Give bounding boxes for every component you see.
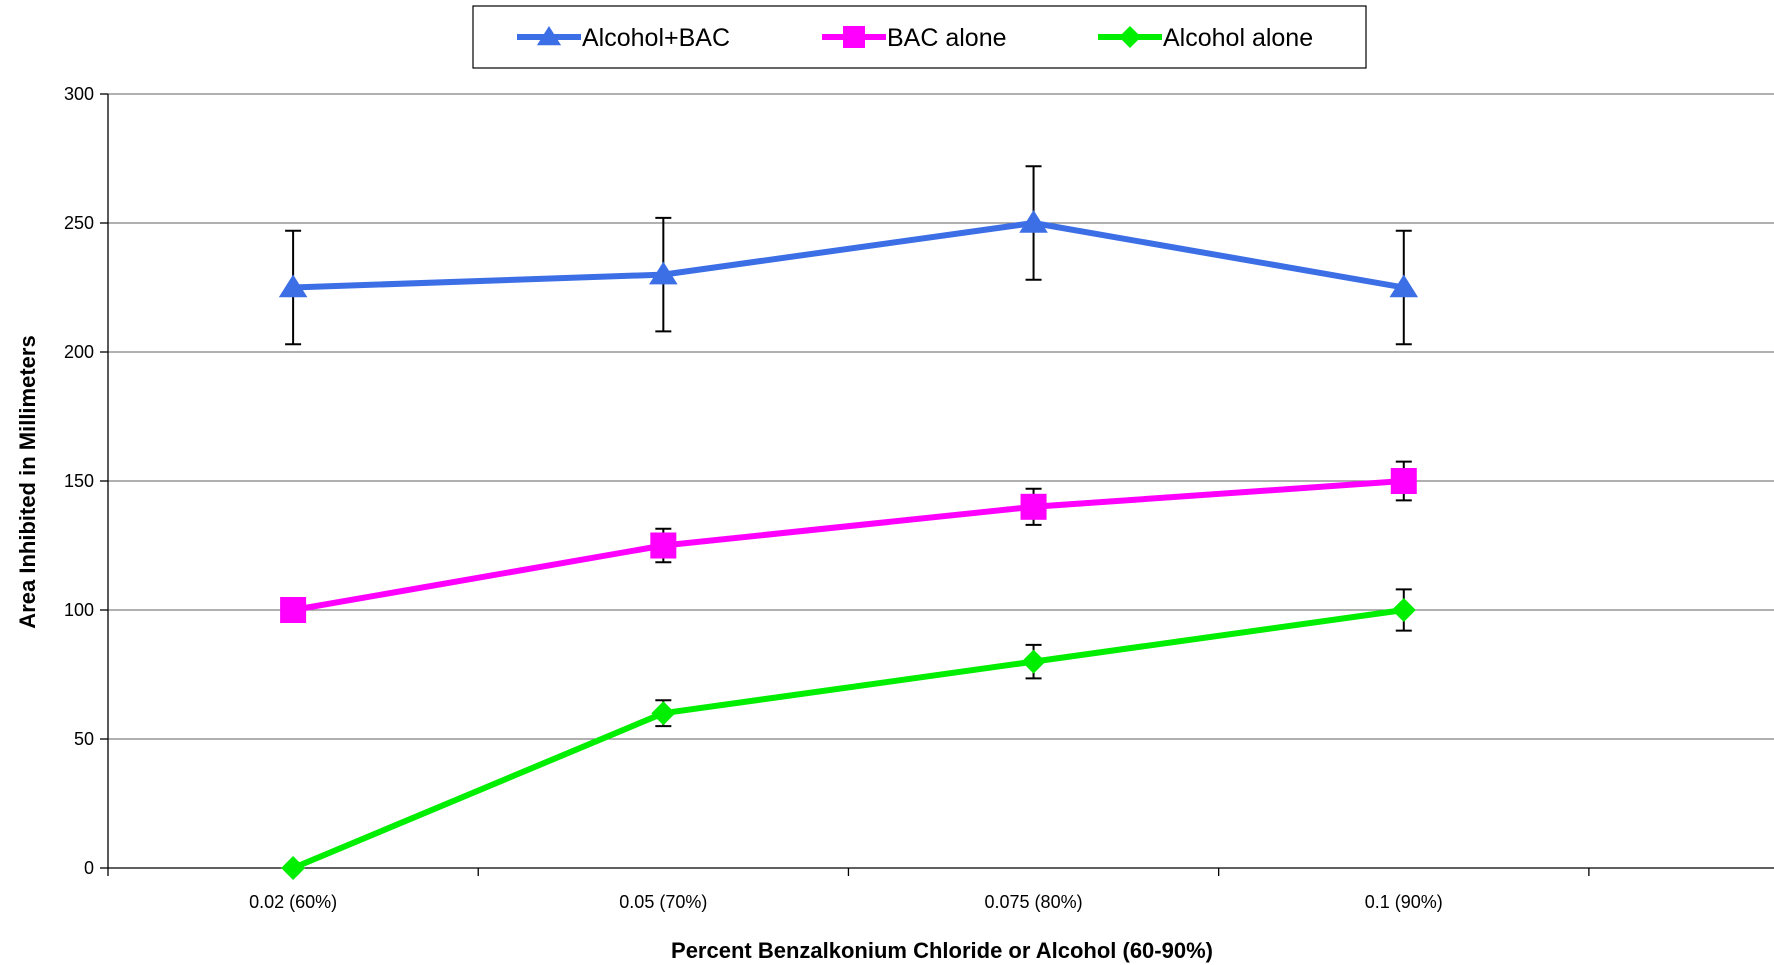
data-point [1389, 274, 1419, 298]
data-point [1390, 468, 1417, 494]
series-line [291, 607, 1405, 871]
data-point [1021, 649, 1046, 674]
data-point [1019, 210, 1048, 233]
series-line [293, 220, 1405, 291]
y-tick-label: 150 [64, 471, 94, 491]
axes [100, 93, 1774, 876]
data-point [278, 274, 308, 298]
legend-label: Alcohol+BAC [582, 24, 730, 52]
data-point [280, 597, 307, 623]
y-tick-labels: 0 50 100 150 200 250 300 [64, 84, 94, 878]
y-tick-label: 300 [64, 84, 94, 104]
x-tick-label: 0.05 (70%) [619, 892, 707, 912]
series-alcohol-alone [281, 588, 1416, 880]
series-line [292, 478, 1404, 613]
legend: Alcohol+BAC BAC alone Alcohol alone [472, 5, 1367, 69]
legend-label: BAC alone [887, 24, 1007, 52]
y-tick-label: 0 [84, 858, 94, 878]
data-point [281, 856, 306, 880]
x-axis-title: Percent Benzalkonium Chloride or Alcohol… [671, 938, 1213, 963]
legend-swatch-marker [1119, 26, 1141, 48]
data-point [1391, 598, 1416, 622]
legend-item-alcohol-bac: Alcohol+BAC [517, 24, 730, 52]
y-tick-label: 50 [74, 729, 94, 749]
x-tick-label: 0.075 (80%) [985, 892, 1083, 912]
legend-item-alcohol-alone: Alcohol alone [1098, 24, 1313, 52]
x-tick-label: 0.1 (90%) [1365, 892, 1443, 912]
data-point [651, 701, 676, 726]
data-point [649, 261, 678, 285]
data-point [1020, 493, 1047, 520]
y-tick-label: 200 [64, 342, 94, 362]
series-alcohol-bac [278, 165, 1419, 346]
series-layer [278, 165, 1419, 880]
x-tick-labels: 0.02 (60%) 0.05 (70%) 0.075 (80%) 0.1 (90%) [249, 892, 1443, 912]
data-point [650, 532, 677, 559]
legend-item-bac-alone: BAC alone [822, 24, 1007, 52]
y-axis-title: Area Inhibited in Millimeters [15, 335, 40, 628]
legend-box [472, 5, 1367, 69]
legend-label: Alcohol alone [1163, 24, 1313, 52]
y-tick-label: 250 [64, 213, 94, 233]
series-bac-alone [280, 460, 1417, 623]
x-tick-label: 0.02 (60%) [249, 892, 337, 912]
gridlines [108, 93, 1774, 740]
y-tick-label: 100 [64, 600, 94, 620]
legend-swatch-marker [536, 26, 562, 46]
legend-swatch-marker [843, 26, 865, 48]
